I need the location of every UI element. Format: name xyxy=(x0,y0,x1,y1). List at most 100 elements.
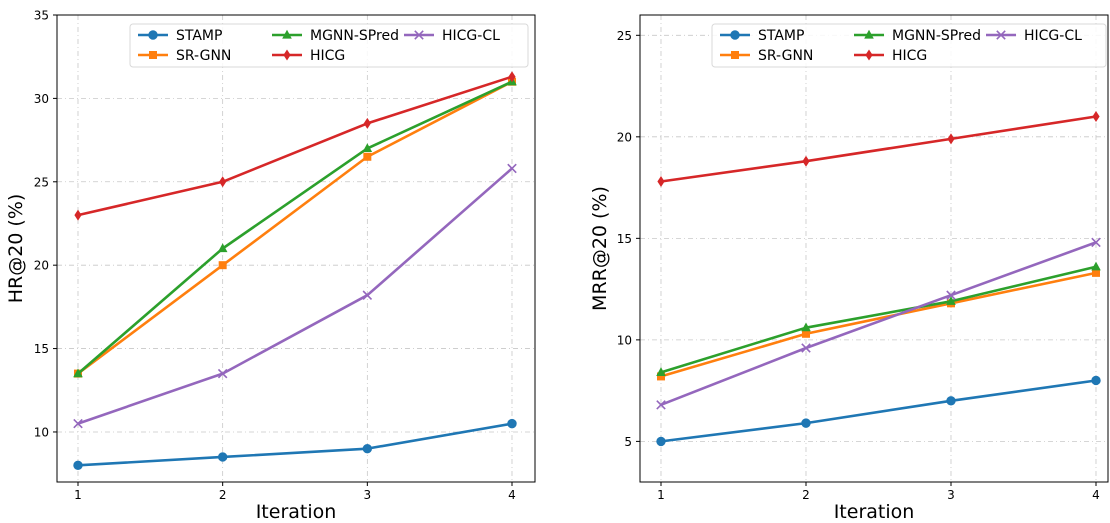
y-tick-label: 30 xyxy=(34,92,49,106)
legend-label: HICG xyxy=(892,48,927,64)
chart-panel-2: 1 2 3 4 5 10 15 20 25 Iteration MRR@20 (%) STAMP SR-… xyxy=(589,14,1109,523)
data-point-stamp xyxy=(1091,375,1101,386)
legend-marker xyxy=(996,30,1006,40)
data-point-stamp xyxy=(73,460,83,471)
legend-item-mgnn-spred: MGNN-SPred xyxy=(272,28,399,44)
x-tick-label: 1 xyxy=(74,488,82,502)
data-point-stamp xyxy=(801,418,811,428)
legend-marker xyxy=(865,49,873,61)
data-point-hicg-cl xyxy=(1091,237,1101,248)
series-line-stamp xyxy=(77,422,513,467)
legend: STAMP SR-GNN MGNN-SPred HICG HICG-CL xyxy=(711,23,1107,68)
data-point-hicg-cl xyxy=(946,290,956,300)
y-axis-title: MRR@20 (%) xyxy=(589,186,611,311)
series-line-sr-gnn xyxy=(660,271,1097,378)
series-hicg-cl xyxy=(656,237,1101,410)
series-sr-gnn xyxy=(657,268,1100,381)
legend-item-sr-gnn: SR-GNN xyxy=(138,48,231,64)
legend-item-hicg: HICG xyxy=(272,48,345,64)
legend-marker xyxy=(864,29,874,39)
series-sr-gnn xyxy=(74,77,516,378)
data-point-mgnn-spred xyxy=(1091,261,1101,271)
y-tick-label: 35 xyxy=(34,9,49,23)
legend-marker xyxy=(283,49,291,61)
legend-label: STAMP xyxy=(176,28,222,44)
legend-marker xyxy=(282,29,292,39)
y-tick-label: 25 xyxy=(617,29,632,43)
legend-item-hicg: HICG xyxy=(854,48,927,64)
data-point-hicg xyxy=(74,209,82,221)
data-point-stamp xyxy=(656,436,666,447)
data-point-mgnn-spred xyxy=(217,243,228,253)
series-line-sr-gnn xyxy=(77,80,513,375)
x-tick-label: 3 xyxy=(364,488,372,502)
series-line-stamp xyxy=(660,379,1097,443)
data-point-hicg-cl xyxy=(217,368,228,379)
data-point-hicg-cl xyxy=(801,343,811,353)
x-axis-title: Iteration xyxy=(834,501,915,523)
y-tick-label: 20 xyxy=(34,259,49,273)
legend-label: HICG xyxy=(310,48,345,64)
data-point-hicg-cl xyxy=(362,290,373,300)
legend-marker xyxy=(149,51,157,59)
x-axis-title: Iteration xyxy=(256,501,337,523)
series-line-mgnn-spred xyxy=(77,80,513,375)
legend-label: SR-GNN xyxy=(176,48,231,64)
data-point-hicg xyxy=(947,133,955,145)
series-line-hicg-cl xyxy=(660,241,1097,407)
y-tick-label: 5 xyxy=(624,435,632,449)
series-line-hicg xyxy=(77,75,513,217)
grid xyxy=(57,14,535,482)
data-point-stamp xyxy=(946,396,956,406)
series-stamp xyxy=(73,418,517,471)
data-point-hicg-cl xyxy=(73,418,83,429)
x-tick-label: 2 xyxy=(802,488,810,502)
data-point-mgnn-spred xyxy=(656,367,666,376)
y-tick-label: 10 xyxy=(34,425,49,439)
series-line-hicg-cl xyxy=(77,167,513,425)
legend-item-mgnn-spred: MGNN-SPred xyxy=(854,28,981,44)
legend-marker xyxy=(414,30,424,40)
plot-frame xyxy=(639,14,1109,483)
legend-item-hicg-cl: HICG-CL xyxy=(986,28,1082,44)
data-point-hicg-cl xyxy=(656,400,666,410)
plot-frame xyxy=(56,14,536,483)
data-point-hicg xyxy=(508,71,516,83)
legend-label: MGNN-SPred xyxy=(310,28,399,44)
legend-item-sr-gnn: SR-GNN xyxy=(720,48,813,64)
data-point-stamp xyxy=(217,452,228,462)
legend-item-stamp: STAMP xyxy=(720,28,804,44)
y-tick-label: 25 xyxy=(34,175,49,189)
data-point-hicg xyxy=(1092,111,1100,123)
data-point-hicg xyxy=(657,175,665,187)
y-axis-title: HR@20 (%) xyxy=(5,194,27,304)
x-tick-label: 2 xyxy=(219,488,227,502)
data-point-stamp xyxy=(507,418,517,429)
data-point-sr-gnn xyxy=(802,329,810,338)
x-tick-label: 4 xyxy=(1092,488,1100,502)
data-point-sr-gnn xyxy=(1092,268,1100,277)
legend-label: SR-GNN xyxy=(758,48,813,64)
y-tick-label: 20 xyxy=(617,130,632,144)
y-tick-label: 15 xyxy=(617,232,632,246)
series-line-mgnn-spred xyxy=(660,265,1097,374)
x-tick-label: 4 xyxy=(508,488,516,502)
legend-label: HICG-CL xyxy=(1024,28,1082,44)
legend: STAMP SR-GNN MGNN-SPred HICG HICG-CL xyxy=(129,23,529,68)
data-point-hicg xyxy=(219,176,227,188)
legend-marker xyxy=(731,51,739,59)
data-point-mgnn-spred xyxy=(946,296,956,305)
data-point-sr-gnn xyxy=(657,372,665,381)
legend-marker xyxy=(730,30,740,40)
data-point-mgnn-spred xyxy=(73,368,83,378)
series-mgnn-spred xyxy=(656,261,1101,376)
y-tick-label: 15 xyxy=(34,342,49,356)
data-point-mgnn-spred xyxy=(801,322,811,332)
legend-item-hicg-cl: HICG-CL xyxy=(404,28,500,44)
data-point-sr-gnn xyxy=(363,152,372,161)
x-tick-label: 1 xyxy=(657,488,665,502)
series-hicg-cl xyxy=(73,163,517,429)
series-hicg xyxy=(74,71,516,221)
data-point-hicg xyxy=(363,117,371,129)
